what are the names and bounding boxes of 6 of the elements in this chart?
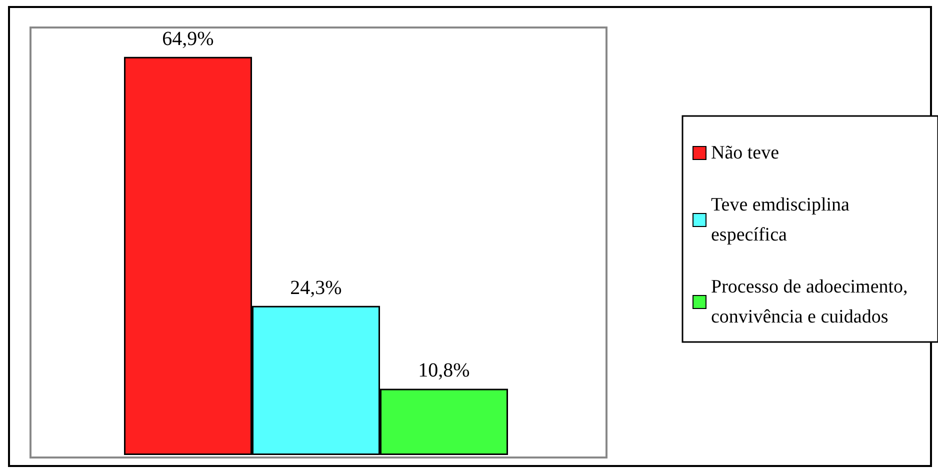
legend-label: Processo de adoecimento, convivência e cuidados [711,276,913,328]
legend-label: Teve emdisciplina específica [711,194,854,246]
data-label: 10,8% [418,360,470,382]
data-label: 64,9% [162,28,214,50]
legend-label: Não teve [711,142,780,164]
data-label: 24,3% [290,276,342,299]
